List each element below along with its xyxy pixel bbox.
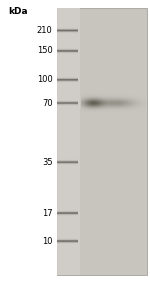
- Text: 70: 70: [42, 98, 52, 108]
- Text: 10: 10: [42, 237, 52, 246]
- Bar: [57, 8, 80, 275]
- Bar: [57, 8, 147, 275]
- Text: 17: 17: [42, 209, 52, 218]
- Text: 150: 150: [37, 46, 52, 55]
- Text: kDa: kDa: [8, 7, 28, 16]
- Text: 35: 35: [42, 158, 52, 167]
- Text: 100: 100: [37, 75, 52, 84]
- Text: 210: 210: [37, 26, 52, 35]
